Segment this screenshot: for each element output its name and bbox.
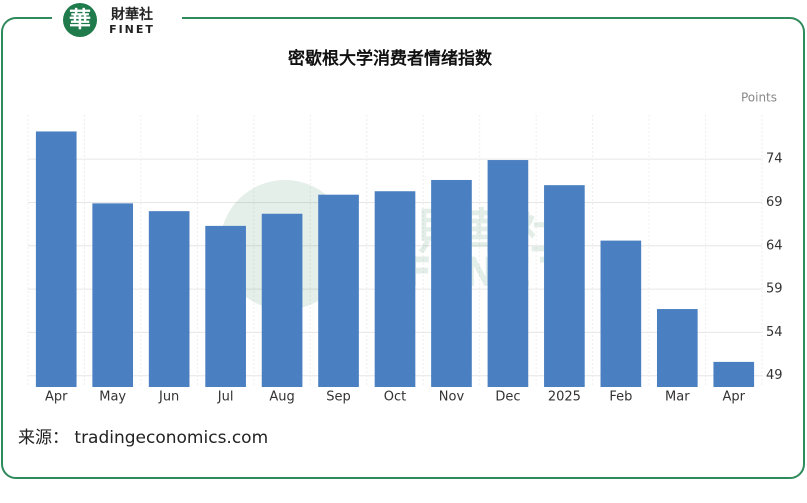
bar: [487, 160, 529, 387]
logo-circle: [63, 3, 97, 37]
bar: [318, 194, 359, 387]
x-tick-label: Jul: [217, 390, 234, 405]
y-tick-label: 49: [766, 368, 783, 383]
logo-name: 財華社: [110, 6, 153, 23]
x-tick-label: Nov: [439, 390, 465, 405]
source: 来源： tradingeconomics.com: [18, 428, 268, 448]
x-tick-label: Oct: [384, 390, 406, 405]
chart-title: 密歇根大学消费者情绪指数: [288, 48, 493, 69]
bar: [713, 361, 755, 387]
y-unit: Points: [741, 91, 777, 105]
bar: [431, 179, 472, 387]
y-tick-label: 64: [766, 238, 783, 253]
y-tick-label: 54: [766, 325, 783, 340]
y-tick-label: 69: [766, 195, 783, 210]
bar: [205, 225, 246, 387]
logo-mark: 華: [69, 8, 91, 33]
bar: [544, 185, 585, 387]
x-tick-label: Apr: [723, 390, 746, 405]
y-tick-label: 74: [766, 152, 783, 167]
x-tick-label: Jun: [158, 390, 179, 405]
bar: [148, 211, 190, 387]
logo-sub: FINET: [109, 23, 155, 36]
bar: [656, 309, 698, 387]
bar: [35, 131, 77, 387]
y-tick-label: 59: [766, 282, 783, 297]
x-tick-label: Apr: [45, 390, 68, 405]
x-tick-label: Aug: [269, 390, 294, 405]
x-tick-label: 2025: [548, 390, 581, 405]
x-tick-label: Dec: [495, 390, 520, 405]
bar: [261, 213, 303, 387]
bar: [92, 203, 134, 387]
x-tick-label: May: [99, 390, 126, 405]
x-tick-label: Mar: [665, 390, 690, 405]
bar: [374, 191, 416, 387]
bar: [600, 240, 642, 387]
x-tick-label: Sep: [326, 390, 351, 405]
x-tick-label: Feb: [609, 390, 632, 405]
